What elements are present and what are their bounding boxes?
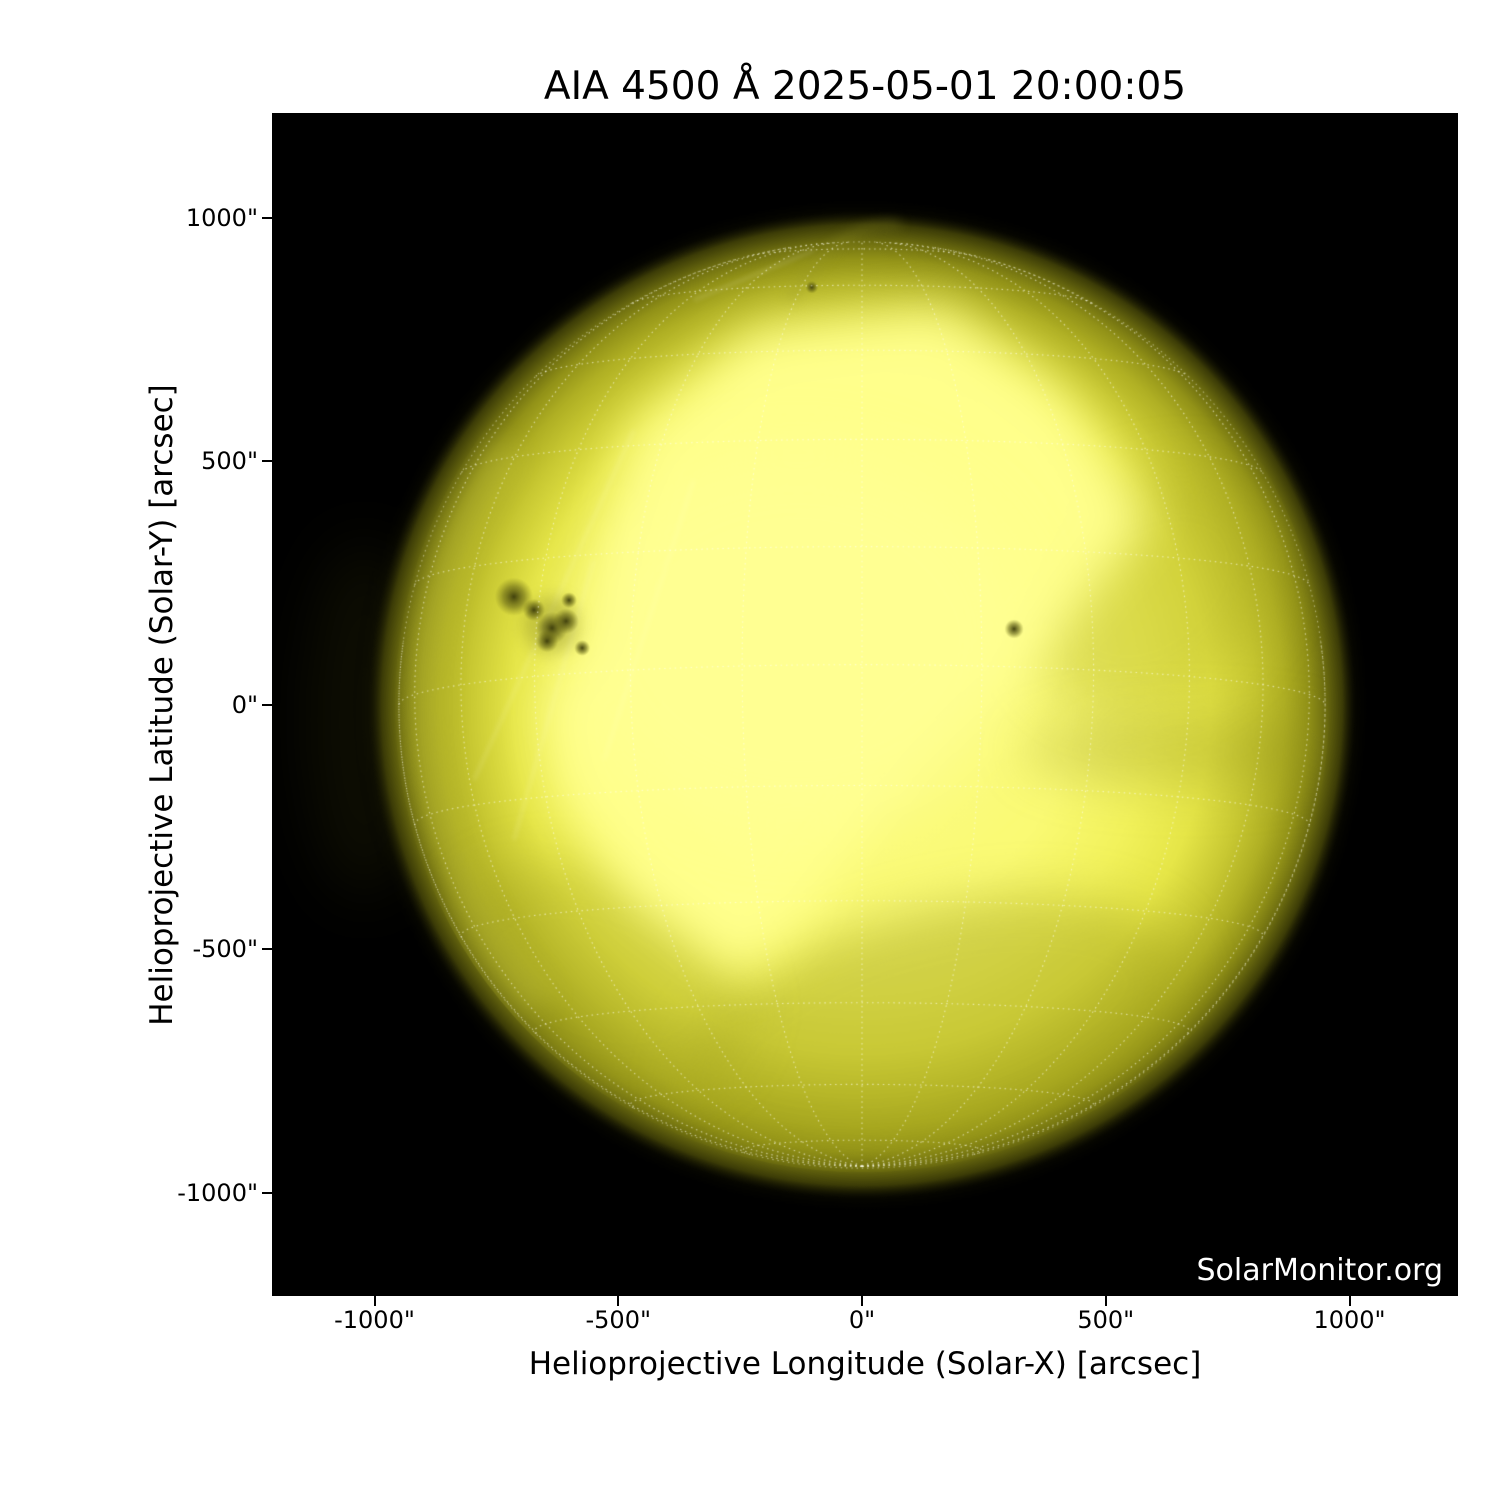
solar-disk-image bbox=[272, 113, 1458, 1296]
x-tick-mark bbox=[1348, 1296, 1351, 1306]
x-tick-mark bbox=[861, 1296, 863, 1306]
x-tick-label: 0" bbox=[848, 1306, 876, 1334]
y-tick-mark bbox=[262, 1191, 272, 1194]
y-tick-label: 0" bbox=[231, 691, 258, 719]
x-tick-label: -500" bbox=[585, 1306, 652, 1334]
y-tick-label: 500" bbox=[201, 447, 258, 476]
x-tick-mark bbox=[617, 1296, 620, 1306]
x-tick-mark bbox=[373, 1296, 376, 1306]
figure-title: AIA 4500 Å 2025-05-01 20:00:05 bbox=[543, 64, 1187, 109]
y-tick-mark bbox=[262, 216, 272, 219]
y-tick-label: 1000" bbox=[185, 203, 258, 232]
x-tick-label: 1000" bbox=[1313, 1306, 1386, 1334]
y-tick-label: -500" bbox=[192, 934, 258, 963]
x-tick-mark bbox=[1104, 1296, 1107, 1306]
y-tick-mark bbox=[262, 460, 272, 463]
plot-area: SolarMonitor.org bbox=[272, 113, 1458, 1296]
watermark-text: SolarMonitor.org bbox=[1196, 1253, 1443, 1288]
y-tick-mark bbox=[262, 947, 272, 950]
x-axis-label: Helioprojective Longitude (Solar-X) [arc… bbox=[528, 1346, 1202, 1382]
x-tick-label: -1000" bbox=[334, 1306, 415, 1334]
x-tick-label: 500" bbox=[1077, 1306, 1135, 1334]
y-tick-mark bbox=[262, 704, 272, 706]
y-tick-label: -1000" bbox=[177, 1178, 258, 1207]
